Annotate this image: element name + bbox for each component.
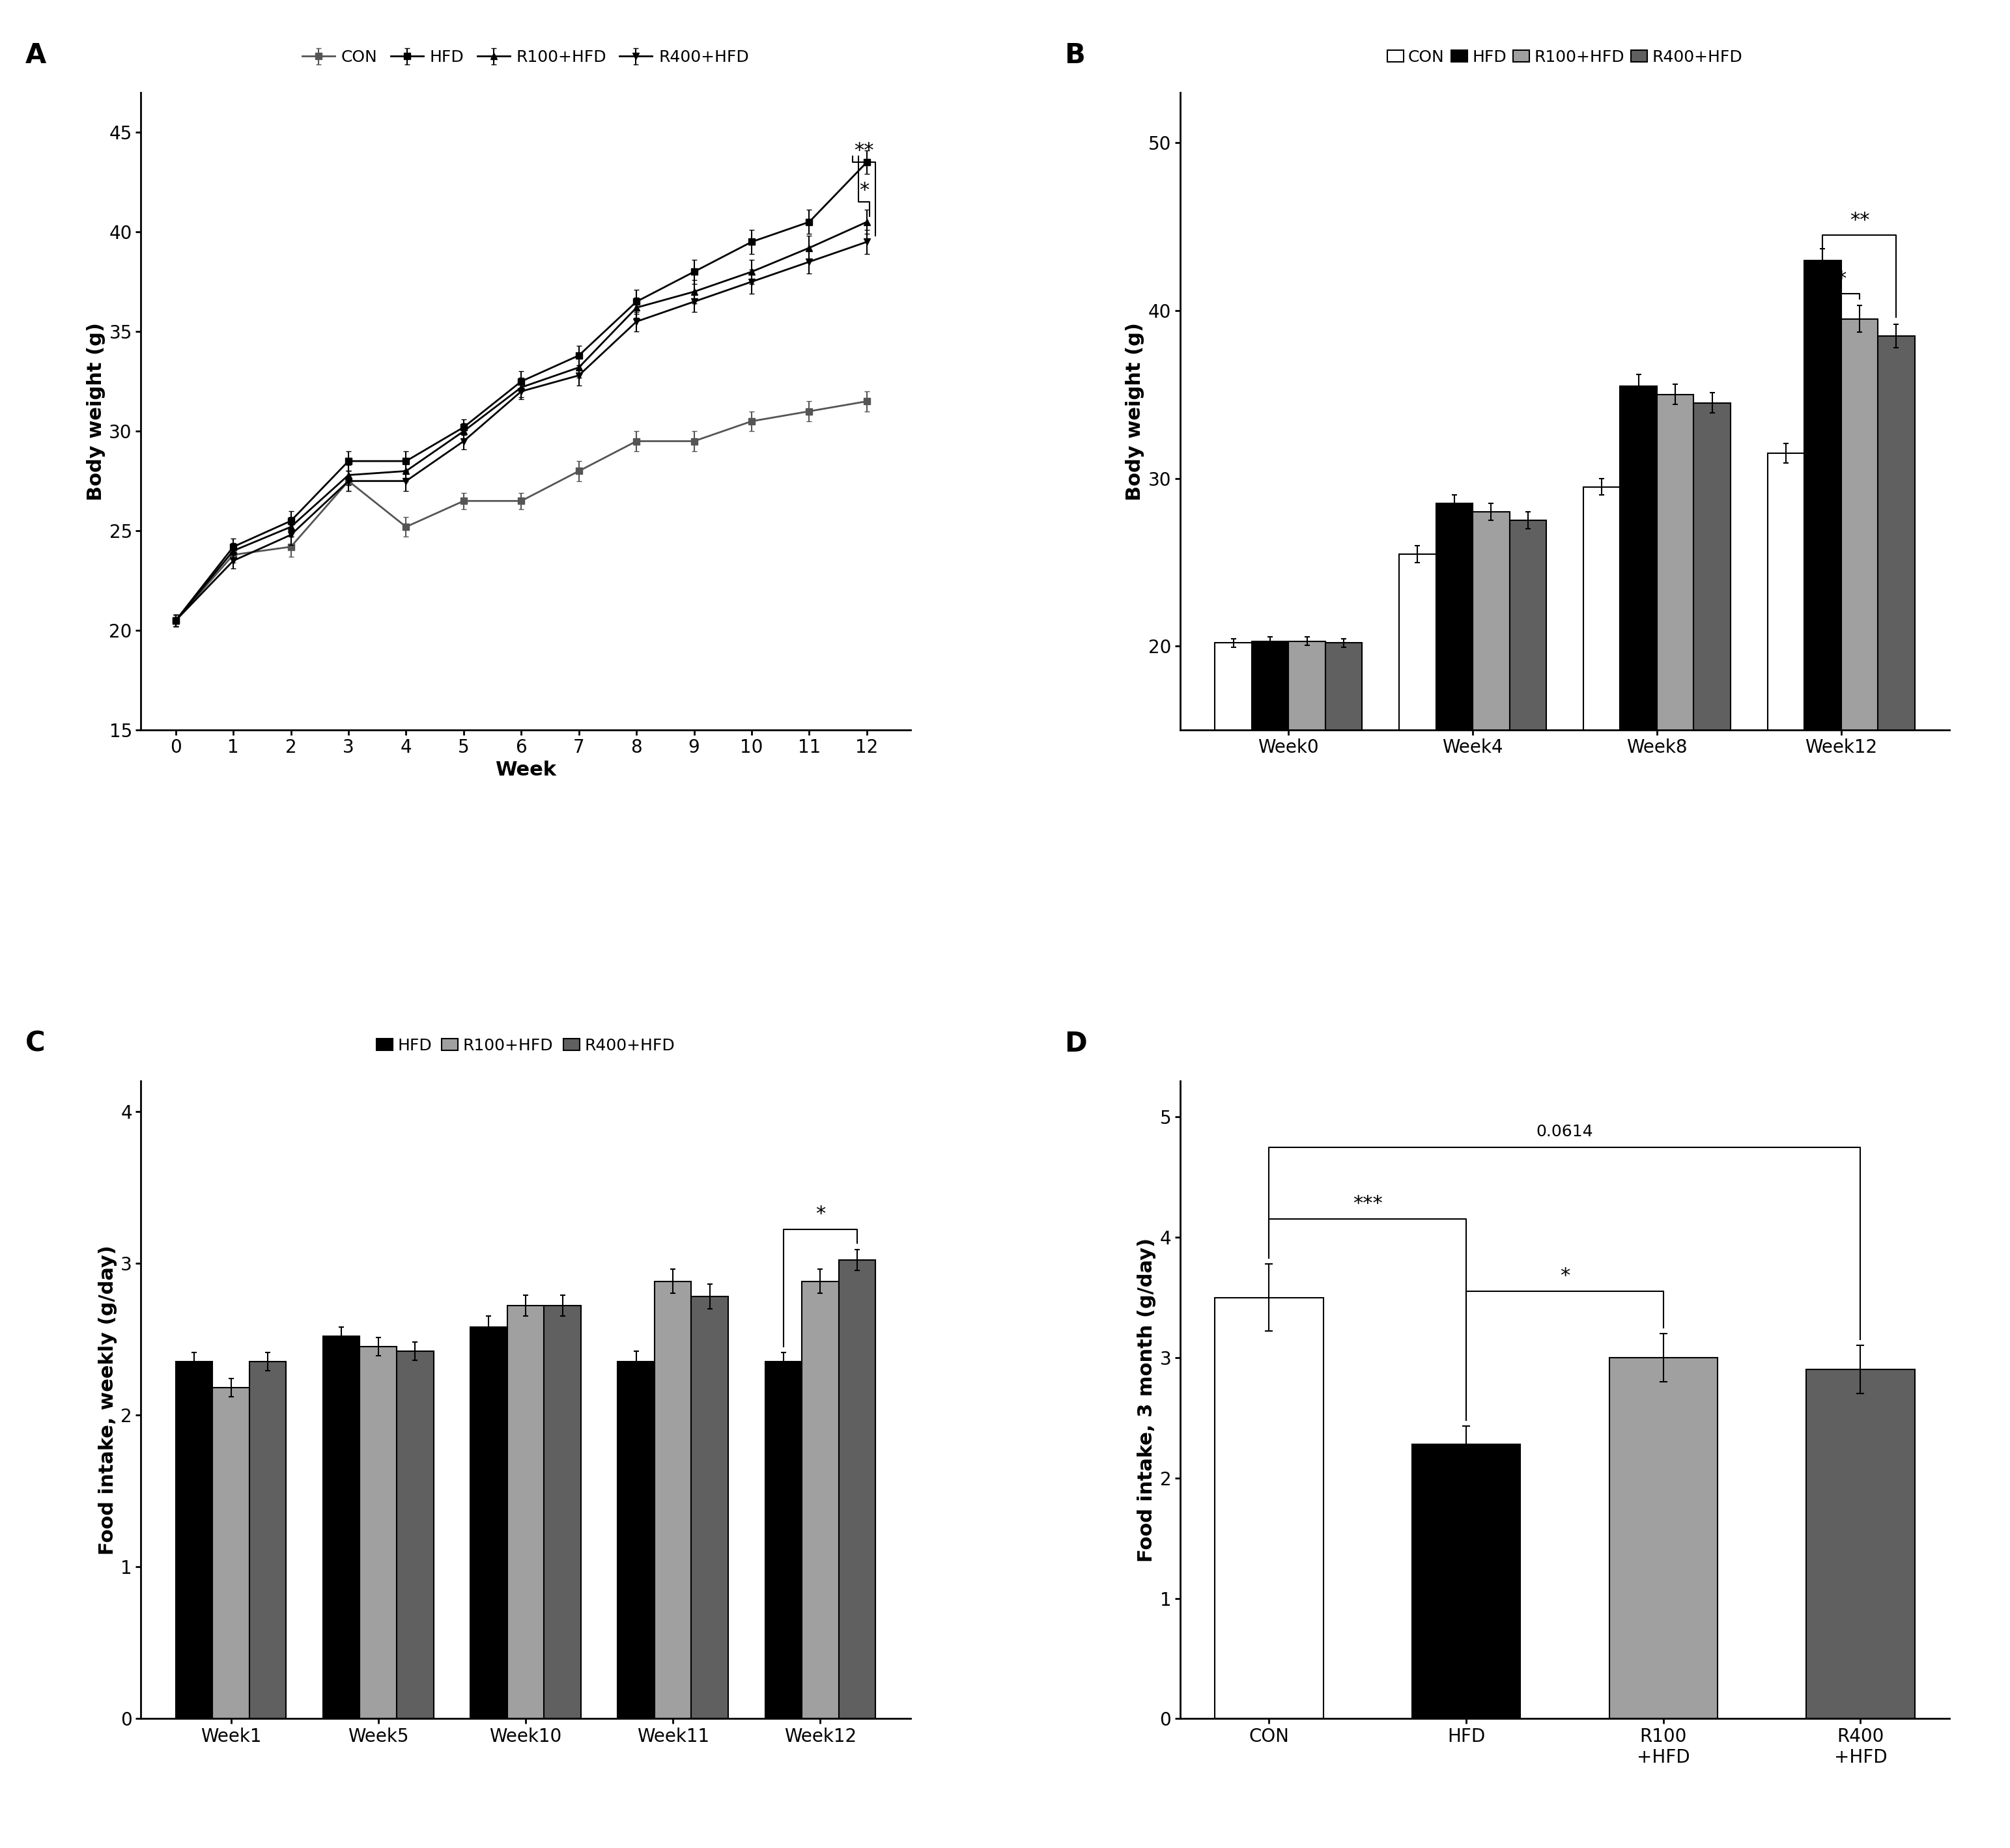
Text: B: B <box>1065 41 1085 68</box>
Bar <box>213 1388 249 1719</box>
Text: A: A <box>26 41 46 68</box>
Legend: CON, HFD, R100+HFD, R400+HFD: CON, HFD, R100+HFD, R400+HFD <box>1381 43 1749 72</box>
Bar <box>1694 403 1731 981</box>
Bar <box>1841 320 1877 981</box>
Bar <box>249 1362 285 1719</box>
X-axis label: Week: Week <box>494 761 557 780</box>
Bar <box>1584 486 1620 981</box>
Text: 0.0614: 0.0614 <box>1536 1124 1594 1140</box>
Bar <box>691 1297 728 1719</box>
Bar <box>802 1281 838 1719</box>
Bar <box>324 1336 360 1719</box>
Bar <box>1435 503 1473 981</box>
Text: *: * <box>1560 1266 1570 1286</box>
Y-axis label: Food intake, weekly (g/day): Food intake, weekly (g/day) <box>98 1246 117 1554</box>
Y-axis label: Body weight (g): Body weight (g) <box>86 322 105 501</box>
Bar <box>1325 643 1363 981</box>
Bar <box>617 1362 655 1719</box>
Bar <box>1807 1369 1916 1719</box>
Bar <box>1413 1445 1520 1719</box>
Bar <box>396 1351 434 1719</box>
Bar <box>1473 512 1510 981</box>
Bar <box>766 1362 802 1719</box>
Y-axis label: Food intake, 3 month (g/day): Food intake, 3 month (g/day) <box>1138 1238 1156 1562</box>
Y-axis label: Body weight (g): Body weight (g) <box>1126 322 1144 501</box>
Legend: HFD, R100+HFD, R400+HFD: HFD, R100+HFD, R400+HFD <box>370 1031 681 1061</box>
Text: *: * <box>816 1205 826 1223</box>
Bar <box>1656 394 1694 981</box>
Bar <box>1510 521 1546 981</box>
Text: ***: *** <box>1353 1194 1383 1214</box>
Bar <box>1288 641 1325 981</box>
Bar <box>1610 1358 1719 1719</box>
Text: **: ** <box>1849 211 1869 229</box>
Bar <box>1399 554 1435 981</box>
Text: **: ** <box>854 140 874 161</box>
Bar <box>655 1281 691 1719</box>
Text: C: C <box>26 1029 44 1057</box>
Bar <box>360 1347 396 1719</box>
Legend: CON, HFD, R100+HFD, R400+HFD: CON, HFD, R100+HFD, R400+HFD <box>295 43 756 72</box>
Bar <box>1805 261 1841 981</box>
Bar <box>175 1362 213 1719</box>
Text: *: * <box>1835 270 1845 288</box>
Text: D: D <box>1065 1029 1087 1057</box>
Bar <box>545 1307 581 1719</box>
Bar <box>1214 643 1252 981</box>
Bar <box>1877 336 1916 981</box>
Bar <box>470 1327 507 1719</box>
Bar <box>1620 386 1656 981</box>
Bar <box>507 1307 545 1719</box>
Bar <box>1214 1297 1323 1719</box>
Bar <box>1767 453 1805 981</box>
Bar <box>1252 641 1288 981</box>
Bar <box>838 1260 876 1719</box>
Text: *: * <box>858 181 868 200</box>
